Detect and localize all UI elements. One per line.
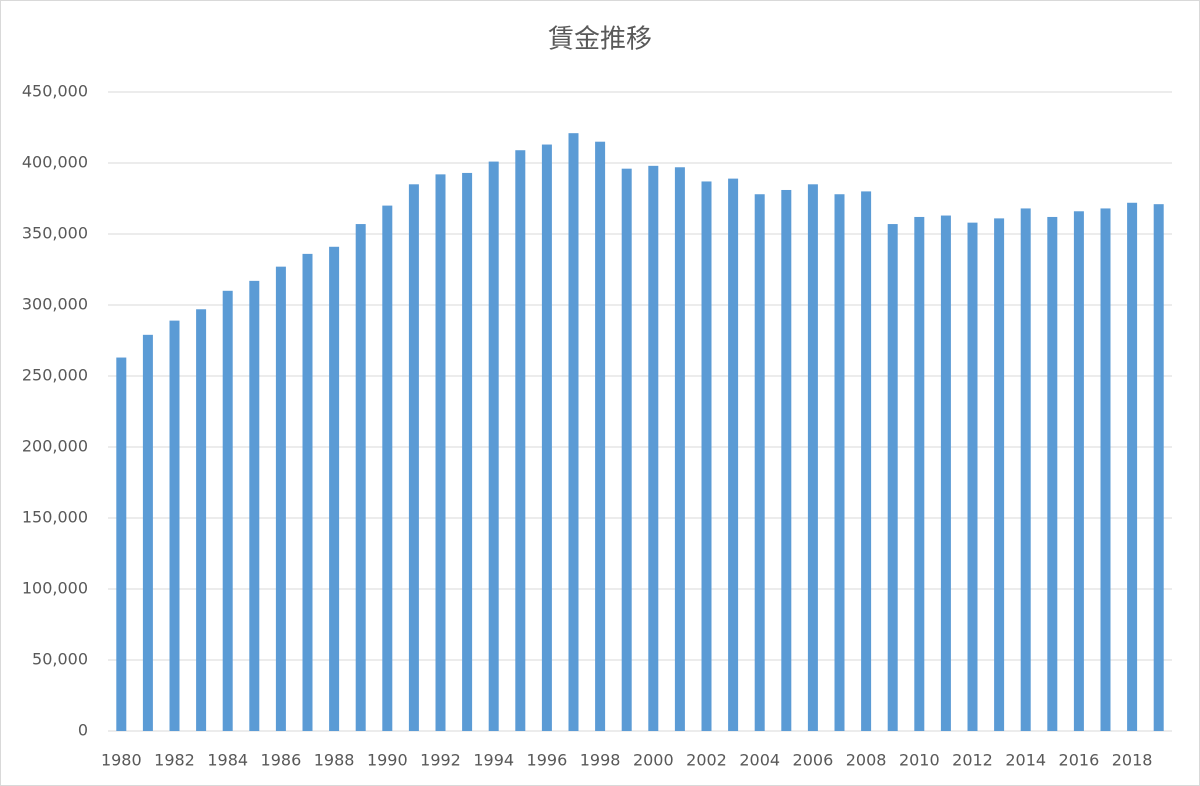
y-tick-label: 350,000 [22,224,88,243]
bar [196,309,207,731]
bar [1047,216,1058,731]
y-tick-label: 0 [78,721,88,740]
x-tick-label: 2010 [899,751,940,770]
bar [382,205,393,732]
x-tick-label: 2002 [686,751,727,770]
bar [462,172,473,731]
bar [728,178,739,731]
bar [568,133,579,731]
y-tick-label: 250,000 [22,366,88,385]
bar [222,290,233,731]
bar [116,357,127,731]
y-tick-label: 150,000 [22,508,88,527]
y-tick-label: 400,000 [22,153,88,172]
bar [940,215,951,732]
y-tick-label: 100,000 [22,579,88,598]
x-tick-label: 1998 [580,751,621,770]
bar [169,320,180,731]
x-tick-label: 1996 [527,751,568,770]
bar [994,218,1005,731]
y-tick-label: 300,000 [22,295,88,314]
x-tick-label: 2008 [846,751,887,770]
x-tick-label: 1980 [101,751,142,770]
bar [515,150,526,732]
bar [355,224,366,731]
x-tick-label: 1990 [367,751,408,770]
bar [595,141,606,731]
x-tick-label: 2018 [1112,751,1153,770]
x-tick-label: 1986 [261,751,302,770]
bar [914,216,925,731]
x-tick-label: 2004 [739,751,780,770]
bar [861,191,872,731]
bar [275,266,286,731]
x-tick-label: 2000 [633,751,674,770]
bar [249,280,260,731]
bar [435,174,446,732]
bar [1100,208,1111,731]
bar [621,168,632,731]
bar [807,184,818,732]
x-tick-label: 1988 [314,751,355,770]
x-tick-label: 1992 [420,751,461,770]
bar [1020,208,1031,731]
bar [1073,211,1084,731]
bar [329,246,340,731]
bar [674,167,685,731]
x-tick-label: 2006 [793,751,834,770]
bar [1153,204,1164,731]
y-tick-label: 50,000 [32,650,88,669]
bar [648,165,659,732]
x-tick-label: 2014 [1005,751,1046,770]
bar [967,222,978,731]
chart-title: 賃金推移 [548,25,652,55]
y-tick-label: 200,000 [22,437,88,456]
bar [142,334,153,731]
x-tick-label: 2016 [1059,751,1100,770]
x-tick-label: 1984 [207,751,248,770]
bar [488,161,499,731]
bar [754,194,765,732]
bar [302,253,313,731]
bar [408,184,419,732]
bar [887,224,898,731]
y-tick-label: 450,000 [22,82,88,101]
x-tick-label: 2012 [952,751,993,770]
bar [781,189,792,732]
x-tick-label: 1982 [154,751,195,770]
bar [1127,202,1138,731]
bar [834,194,845,732]
x-tick-label: 1994 [473,751,514,770]
bar [701,181,712,731]
bar [541,144,552,732]
